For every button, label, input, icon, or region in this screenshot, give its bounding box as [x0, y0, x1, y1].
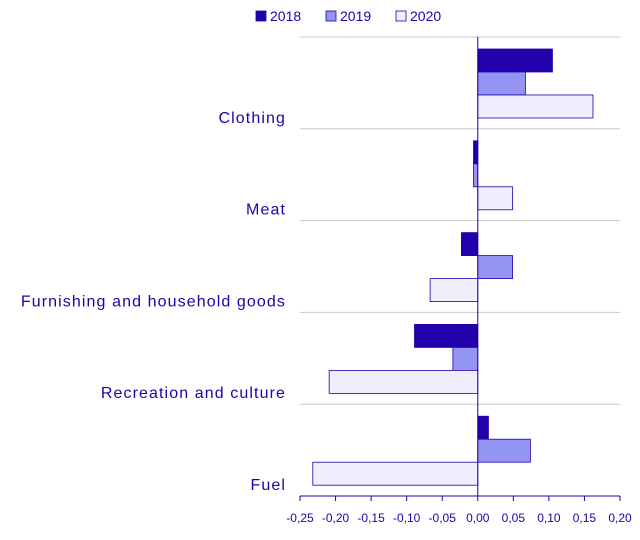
bar-2018-clothing — [477, 48, 553, 73]
axes — [299, 37, 621, 501]
x-tick-label: 0,15 — [573, 511, 597, 525]
bar-2018-recreation-and-culture — [414, 323, 479, 348]
bar-2019-fuel — [477, 438, 531, 463]
category-label: Recreation and culture — [101, 385, 286, 402]
category-labels: Clothing Meat Furnishing and household goo… — [21, 110, 286, 494]
x-tick-label: 0,10 — [537, 511, 561, 525]
legend-swatch-2020 — [395, 10, 407, 22]
x-tick-label: 0,05 — [502, 511, 526, 525]
x-tick-label: -0,05 — [429, 511, 457, 525]
bar-2020-recreation-and-culture — [328, 369, 479, 394]
legend-label-2018: 2018 — [270, 8, 301, 24]
x-tick-label: -0,25 — [286, 511, 314, 525]
legend-label-2019: 2019 — [340, 8, 371, 24]
category-label: Clothing — [218, 110, 286, 127]
bar-2020-meat — [477, 186, 514, 211]
legend-swatch-2019 — [325, 10, 337, 22]
bar-2018-meat — [473, 140, 479, 165]
bars — [312, 48, 594, 486]
x-tick-label: -0,15 — [357, 511, 385, 525]
legend-label-2020: 2020 — [410, 8, 441, 24]
category-label: Fuel — [250, 477, 286, 494]
bar-2020-clothing — [477, 94, 594, 119]
bar-2019-furnishing-and-household-goods — [477, 255, 514, 280]
bar-2020-fuel — [312, 461, 479, 486]
category-label: Furnishing and household goods — [21, 293, 286, 310]
x-tick-label: -0,20 — [322, 511, 350, 525]
bar-2019-recreation-and-culture — [452, 346, 479, 371]
category-label: Meat — [246, 202, 286, 219]
bar-2018-furnishing-and-household-goods — [461, 232, 479, 257]
bar-2019-meat — [473, 163, 479, 188]
x-tick-label: 0,20 — [608, 511, 632, 525]
bar-2020-furnishing-and-household-goods — [429, 278, 479, 303]
legend-swatch-2018 — [255, 10, 267, 22]
x-tick-label: 0,00 — [466, 511, 490, 525]
bar-2019-clothing — [477, 71, 526, 96]
bar-2018-fuel — [477, 415, 489, 440]
legend: 2018 2019 2020 — [255, 8, 441, 24]
x-tick-label: -0,10 — [393, 511, 421, 525]
x-tick-labels: -0,25 -0,20 -0,15 -0,10 -0,05 0,00 0,05 0,10 0,1… — [286, 511, 632, 525]
